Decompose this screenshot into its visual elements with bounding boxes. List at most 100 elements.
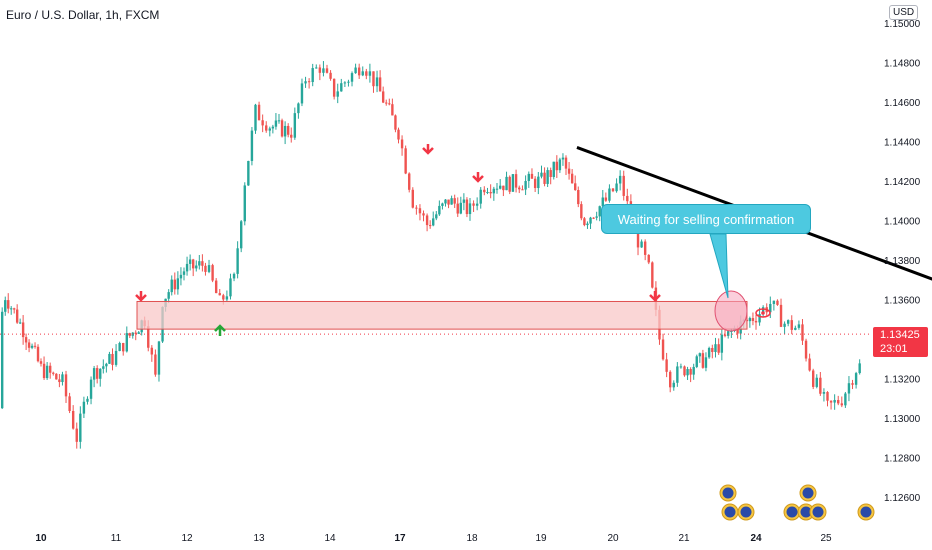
- candle-body: [33, 345, 37, 347]
- time-tick-label: 11: [111, 533, 122, 544]
- price-tick-label: 1.14400: [884, 138, 921, 149]
- candle-body: [577, 189, 580, 205]
- candle-body: [527, 173, 530, 181]
- candle-body: [829, 400, 833, 403]
- candle-body: [400, 139, 404, 149]
- time-tick-label: 24: [750, 533, 762, 544]
- annotation-callout[interactable]: Waiting for selling confirmation: [601, 204, 811, 234]
- candle-body: [332, 78, 336, 97]
- candle-body: [92, 368, 96, 380]
- candle-body: [394, 115, 397, 130]
- candle-body: [521, 189, 524, 191]
- candle-body: [378, 77, 382, 92]
- down-arrow-icon: [649, 291, 661, 302]
- candle-body: [179, 274, 183, 279]
- candle-body: [42, 363, 46, 379]
- candle-body: [185, 263, 189, 272]
- candle-body: [717, 344, 720, 353]
- candle-body: [354, 67, 357, 74]
- candle-body: [840, 403, 843, 406]
- candle-body: [475, 203, 479, 206]
- candle-body: [643, 241, 647, 255]
- price-tick-label: 1.13000: [884, 414, 921, 425]
- candle-body: [114, 350, 118, 365]
- candle-body: [191, 259, 195, 269]
- candle-body: [214, 280, 218, 294]
- bar-countdown: 23:01: [880, 343, 908, 355]
- candle-body: [692, 366, 695, 375]
- candle-body: [598, 206, 601, 217]
- price-tick-label: 1.14800: [884, 59, 921, 70]
- candle-body: [537, 176, 540, 189]
- event-flag-icon: [783, 503, 801, 521]
- candle-body: [826, 392, 829, 401]
- overlays-layer: [0, 144, 932, 521]
- candle-body: [147, 326, 150, 348]
- candle-body: [27, 342, 31, 348]
- candle-body: [758, 314, 761, 323]
- candle-body: [422, 213, 425, 216]
- candle-body: [686, 369, 689, 376]
- time-tick-label: 19: [535, 533, 547, 544]
- candle-body: [350, 73, 354, 82]
- candle-body: [128, 333, 131, 336]
- candle-body: [779, 304, 783, 327]
- candle-body: [540, 172, 543, 177]
- candle-body: [343, 82, 347, 84]
- candle-body: [4, 300, 7, 312]
- candle-body: [567, 168, 571, 174]
- candle-body: [450, 198, 453, 205]
- candle-body: [18, 322, 22, 324]
- time-tick-label: 20: [607, 533, 619, 544]
- candle-body: [71, 410, 75, 429]
- candle-body: [438, 205, 441, 215]
- candle-body: [428, 225, 432, 227]
- candle-body: [0, 311, 4, 409]
- currency-button[interactable]: USD: [889, 5, 919, 20]
- candle-body: [243, 185, 246, 222]
- candle-body: [626, 195, 629, 202]
- candle-body: [250, 130, 254, 161]
- candle-body: [754, 320, 758, 323]
- candle-body: [261, 120, 264, 126]
- candle-body: [695, 356, 698, 367]
- candle-body: [111, 353, 114, 365]
- candle-body: [769, 303, 772, 313]
- candle-body: [411, 189, 414, 208]
- candle-body: [701, 353, 705, 368]
- current-price-value: 1.13425: [880, 329, 920, 341]
- candle-body: [622, 175, 625, 196]
- candle-body: [64, 374, 68, 397]
- candle-body: [804, 340, 808, 359]
- candle-body: [7, 300, 10, 309]
- candle-body: [508, 176, 511, 192]
- candle-body: [444, 199, 447, 204]
- candle-body: [274, 120, 278, 127]
- candle-body: [492, 188, 496, 194]
- candle-body: [89, 379, 93, 399]
- time-tick-label: 17: [394, 533, 406, 544]
- candle-body: [730, 330, 733, 332]
- candle-body: [720, 334, 724, 353]
- candle-body: [851, 383, 854, 385]
- candle-body: [167, 292, 170, 299]
- event-flag-icon: [721, 503, 739, 521]
- candle-body: [232, 273, 236, 279]
- price-tick-label: 1.14200: [884, 177, 921, 188]
- candle-body: [647, 254, 650, 263]
- candle-body: [388, 103, 391, 105]
- candle-body: [462, 199, 466, 203]
- candle-body: [583, 218, 586, 226]
- candle-body: [447, 199, 450, 205]
- candle-body: [347, 81, 350, 83]
- candle-body: [505, 176, 508, 191]
- candle-body: [95, 368, 99, 379]
- candle-body: [372, 71, 375, 87]
- candle-body: [425, 215, 429, 226]
- candle-body: [683, 366, 686, 376]
- candle-body: [468, 203, 472, 215]
- candle-body: [502, 185, 505, 191]
- candle-body: [479, 189, 482, 204]
- candle-body: [247, 160, 250, 186]
